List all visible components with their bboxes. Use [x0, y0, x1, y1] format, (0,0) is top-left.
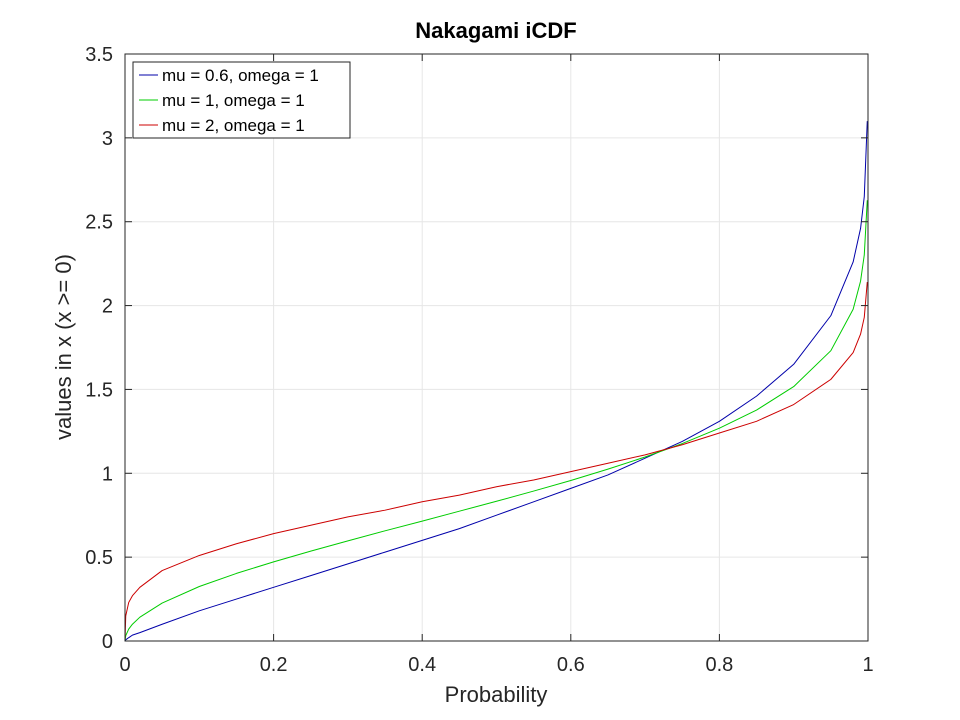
- legend: mu = 0.6, omega = 1 mu = 1, omega = 1 mu =…: [132, 61, 351, 139]
- series-lines: [124, 121, 868, 642]
- x-tick-label: 0.8: [705, 654, 733, 676]
- x-tick-label: 0.4: [408, 654, 436, 676]
- x-axis-label: Probability: [445, 682, 548, 707]
- ticks: 0 0.2 0.4 0.6 0.8 1 0 0.5 1 1.5 2 2.5 3 3.5: [85, 44, 873, 676]
- y-axis-label: values in x (x >= 0): [51, 254, 76, 440]
- y-tick-label: 2.5: [85, 212, 113, 234]
- x-tick-label: 0.6: [557, 654, 585, 676]
- plot-area: [125, 54, 868, 641]
- legend-label-3: mu = 2, omega = 1: [162, 116, 305, 135]
- y-tick-label: 1.5: [85, 379, 113, 401]
- y-tick-label: 0: [102, 631, 113, 653]
- y-tick-label: 1: [102, 463, 113, 485]
- y-tick-label: 3: [102, 128, 113, 150]
- x-tick-label: 0.2: [260, 654, 288, 676]
- y-tick-label: 2: [102, 296, 113, 318]
- legend-label-2: mu = 1, omega = 1: [162, 91, 305, 110]
- y-tick-label: 0.5: [85, 547, 113, 569]
- series-line-3: [124, 282, 868, 642]
- axes-box: [124, 53, 869, 642]
- legend-box: [132, 61, 351, 139]
- series-line-1: [124, 121, 868, 642]
- chart-title: Nakagami iCDF: [415, 18, 576, 43]
- x-tick-label: 0: [119, 654, 130, 676]
- legend-label-1: mu = 0.6, omega = 1: [162, 66, 319, 85]
- grid: [125, 54, 868, 641]
- x-tick-label: 1: [862, 654, 873, 676]
- y-tick-label: 3.5: [85, 44, 113, 66]
- series-line-2: [124, 200, 868, 642]
